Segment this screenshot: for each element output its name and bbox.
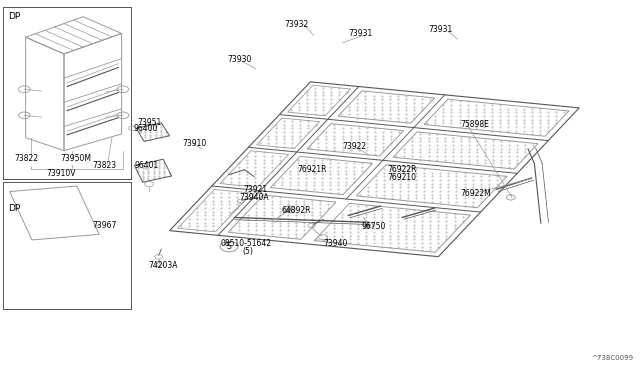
Circle shape [287, 208, 292, 211]
Text: 73940A: 73940A [239, 193, 269, 202]
Text: ^738C0099: ^738C0099 [591, 355, 634, 361]
Text: 73910: 73910 [182, 139, 207, 148]
Text: 73940: 73940 [323, 239, 348, 248]
Text: 73950M: 73950M [61, 154, 92, 163]
Text: (5): (5) [242, 247, 253, 256]
Text: 73951: 73951 [138, 118, 162, 127]
Text: 74203A: 74203A [148, 262, 178, 270]
Text: 73931: 73931 [429, 25, 453, 34]
Text: 73822: 73822 [14, 154, 38, 163]
Text: 73922: 73922 [342, 142, 367, 151]
Text: 73823: 73823 [93, 161, 117, 170]
Text: 76922M: 76922M [461, 189, 492, 198]
Text: 96401: 96401 [134, 161, 159, 170]
Text: 64892R: 64892R [282, 206, 311, 215]
Text: 769210: 769210 [387, 173, 416, 182]
Text: 73967: 73967 [93, 221, 117, 230]
Text: S: S [227, 242, 232, 251]
Text: 73932: 73932 [285, 20, 309, 29]
Text: 73921: 73921 [243, 185, 268, 194]
Text: DP: DP [8, 12, 20, 21]
Text: 08510-51642: 08510-51642 [221, 239, 272, 248]
Circle shape [365, 224, 371, 227]
Text: 73931: 73931 [349, 29, 373, 38]
Text: 76921R: 76921R [298, 165, 327, 174]
Text: 96750: 96750 [362, 222, 386, 231]
Text: 73910V: 73910V [46, 169, 76, 178]
Text: 75898E: 75898E [461, 120, 490, 129]
Text: 73930: 73930 [227, 55, 252, 64]
Text: 76922R: 76922R [387, 165, 417, 174]
Text: 96400: 96400 [133, 124, 157, 133]
Text: DP: DP [8, 204, 20, 213]
